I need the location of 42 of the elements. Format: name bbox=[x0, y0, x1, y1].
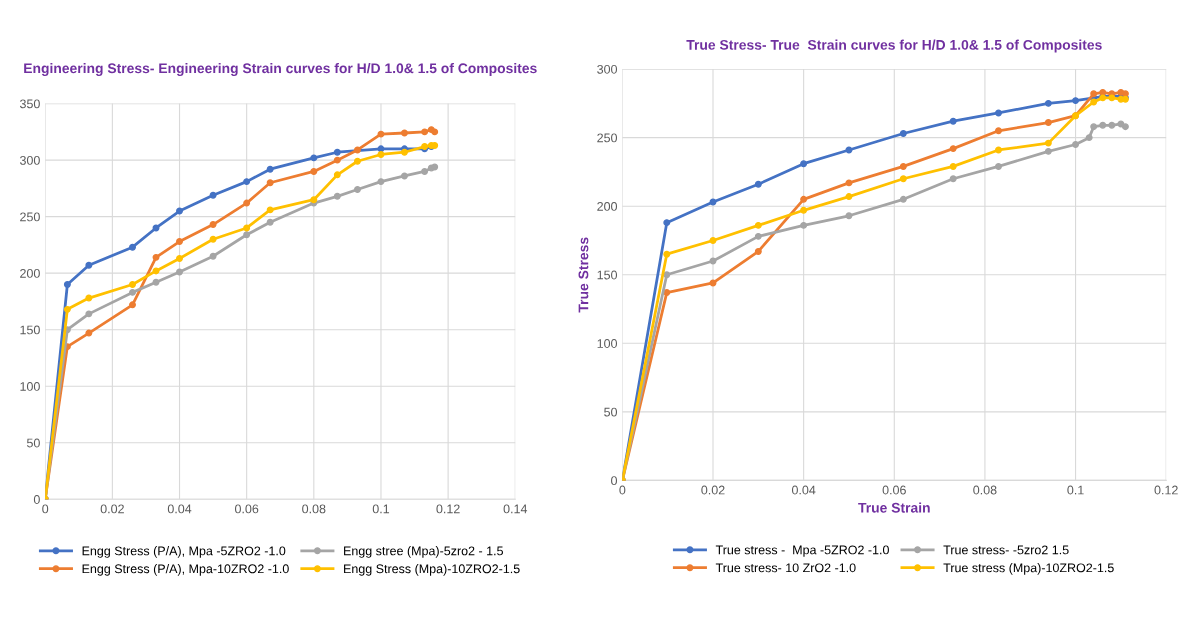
y-tick-label: 0 bbox=[611, 476, 618, 486]
legend-label: True stress - Mpa -5ZRO2 -1.0 bbox=[715, 545, 889, 557]
x-tick-label: 0.12 bbox=[436, 504, 460, 514]
x-tick-label: 0.04 bbox=[167, 504, 192, 514]
x-tick-label: 0.14 bbox=[503, 504, 528, 514]
y-tick-label: 150 bbox=[597, 270, 618, 280]
x-tick-label: 0.1 bbox=[1067, 485, 1084, 495]
x-tick-label: 0.06 bbox=[235, 504, 259, 514]
y-tick-label: 250 bbox=[20, 212, 40, 222]
y-tick-label: 50 bbox=[26, 438, 40, 448]
y-tick-label: 300 bbox=[19, 155, 40, 165]
legend-label: True stress- 10 ZrO2 -1.0 bbox=[715, 563, 856, 573]
y-tick-label: 350 bbox=[19, 99, 40, 109]
y-tick-label: 250 bbox=[597, 133, 618, 143]
y-tick-label: 150 bbox=[20, 325, 40, 335]
x-tick-label: 0.04 bbox=[791, 485, 816, 495]
y-tick-label: 100 bbox=[597, 339, 618, 348]
legend-label: True stress (Mpa)-10ZRO2-1.5 bbox=[943, 563, 1114, 575]
y-tick-label: 50 bbox=[604, 407, 618, 417]
chart-title: Engineering Stress- Engineering Strain curves for H/D 1.0& 1.5 of Composites bbox=[24, 63, 537, 77]
x-tick-label: 0.08 bbox=[302, 504, 326, 514]
legend-label: Engg Stress (P/A), Mpa -5ZRO2 -1.0 bbox=[82, 546, 286, 558]
y-tick-label: 300 bbox=[597, 64, 618, 74]
y-tick-label: 0 bbox=[33, 495, 40, 504]
y-tick-label: 100 bbox=[20, 382, 40, 391]
x-tick-label: 0 bbox=[42, 504, 49, 514]
x-tick-label: 0.02 bbox=[100, 504, 124, 514]
legend-label: Engg stree (Mpa)-5zro2 - 1.5 bbox=[344, 546, 503, 558]
x-axis-title: True Strain bbox=[858, 502, 930, 513]
x-tick-label: 0.06 bbox=[882, 485, 906, 495]
y-axis-title: True Stress bbox=[578, 237, 589, 313]
x-tick-label: 0.1 bbox=[372, 504, 390, 514]
x-tick-label: 0.12 bbox=[1154, 485, 1178, 495]
y-tick-label: 200 bbox=[597, 201, 618, 211]
legend-label: Engg Stress (P/A), Mpa-10ZRO2 -1.0 bbox=[82, 564, 289, 576]
chart-title: True Stress- True Strain curves for H/D 1.0& 1.5 of Composites bbox=[686, 39, 1102, 53]
x-tick-label: 0.08 bbox=[973, 485, 997, 495]
x-tick-label: 0 bbox=[619, 485, 626, 495]
x-tick-label: 0.02 bbox=[701, 485, 725, 495]
y-tick-label: 200 bbox=[20, 268, 40, 278]
legend-label: True stress- -5zro2 1.5 bbox=[943, 545, 1069, 555]
legend-label: Engg Stress (Mpa)-10ZRO2-1.5 bbox=[344, 564, 520, 576]
